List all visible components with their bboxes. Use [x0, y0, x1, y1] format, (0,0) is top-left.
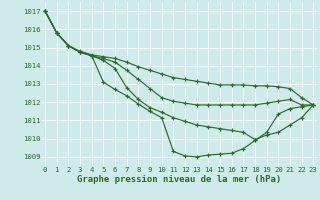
X-axis label: Graphe pression niveau de la mer (hPa): Graphe pression niveau de la mer (hPa)	[77, 175, 281, 184]
